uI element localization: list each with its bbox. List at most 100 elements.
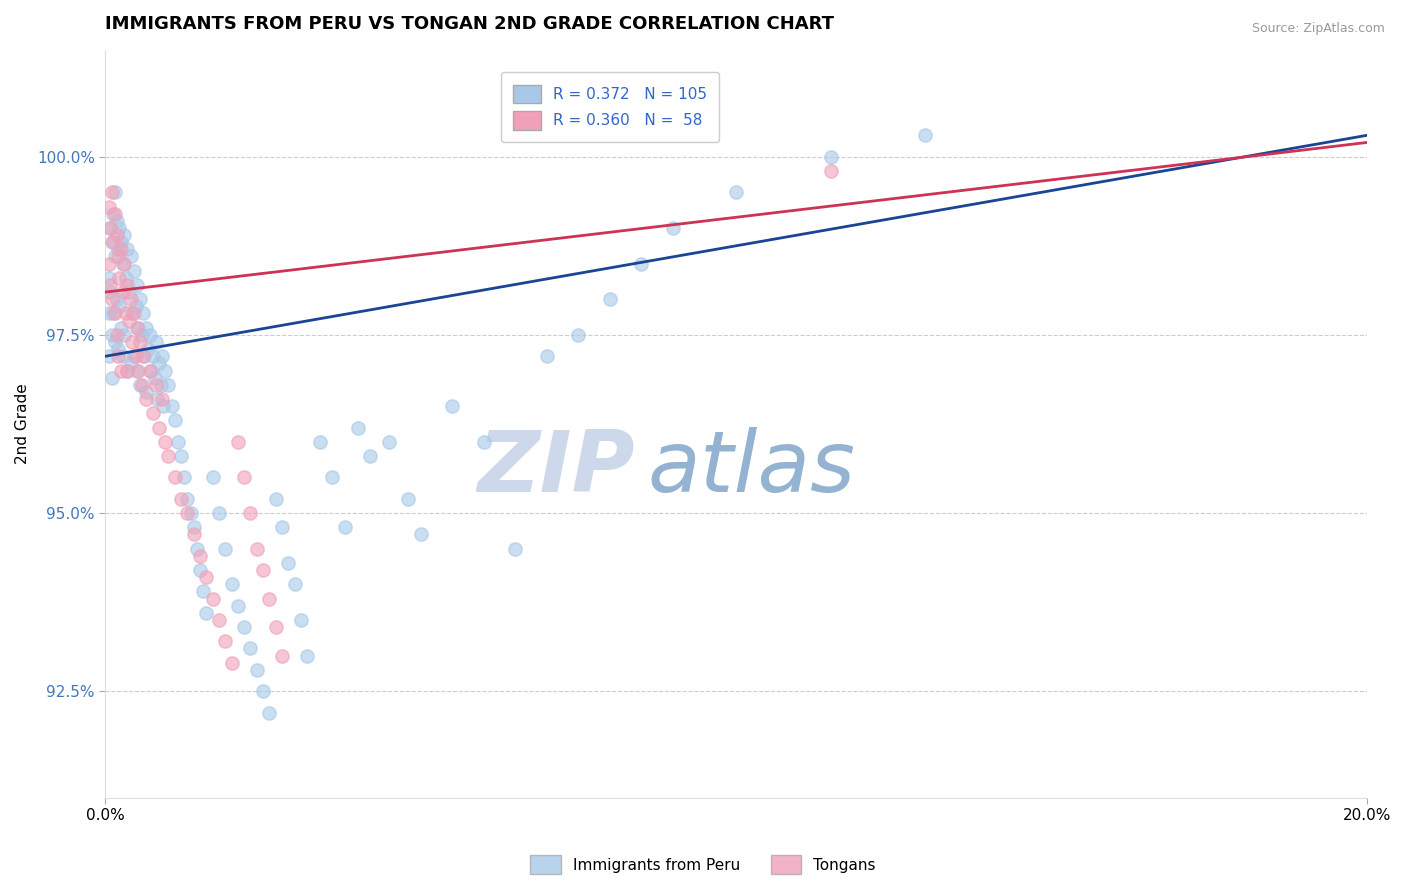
Point: [100, 277, 122, 292]
Point: [100, 221, 122, 235]
Point: [111, 349, 134, 363]
Point: [396, 491, 419, 506]
Point: [214, 634, 236, 648]
Point: [176, 491, 198, 506]
Point: [239, 506, 262, 520]
Y-axis label: 2nd Grade: 2nd Grade: [15, 384, 30, 465]
Point: [145, 377, 167, 392]
Point: [173, 470, 195, 484]
Point: [129, 334, 152, 349]
Point: [105, 214, 128, 228]
Point: [233, 470, 256, 484]
Point: [820, 164, 842, 178]
Point: [122, 349, 145, 363]
Point: [914, 128, 936, 143]
Point: [346, 420, 368, 434]
Point: [163, 470, 186, 484]
Point: [108, 271, 131, 285]
Point: [221, 656, 243, 670]
Point: [104, 306, 127, 320]
Point: [214, 541, 236, 556]
Point: [142, 406, 165, 420]
Point: [567, 327, 589, 342]
Point: [146, 392, 169, 406]
Point: [188, 549, 211, 563]
Point: [107, 243, 129, 257]
Point: [107, 342, 129, 356]
Point: [163, 413, 186, 427]
Point: [321, 470, 343, 484]
Legend: Immigrants from Peru, Tongans: Immigrants from Peru, Tongans: [524, 849, 882, 880]
Point: [208, 506, 231, 520]
Point: [378, 434, 401, 449]
Point: [191, 584, 214, 599]
Point: [112, 327, 135, 342]
Point: [97, 271, 120, 285]
Point: [100, 186, 122, 200]
Point: [152, 399, 174, 413]
Point: [120, 292, 142, 306]
Point: [100, 285, 122, 299]
Legend: R = 0.372   N = 105, R = 0.360   N =  58: R = 0.372 N = 105, R = 0.360 N = 58: [501, 72, 718, 142]
Point: [150, 349, 173, 363]
Point: [201, 591, 224, 606]
Point: [114, 306, 136, 320]
Point: [246, 541, 269, 556]
Point: [104, 250, 127, 264]
Point: [111, 257, 134, 271]
Point: [472, 434, 495, 449]
Point: [290, 613, 312, 627]
Point: [239, 641, 262, 656]
Point: [100, 221, 122, 235]
Point: [117, 363, 139, 377]
Point: [599, 292, 621, 306]
Point: [183, 520, 205, 534]
Point: [101, 207, 124, 221]
Point: [110, 243, 132, 257]
Point: [295, 648, 318, 663]
Point: [183, 527, 205, 541]
Point: [129, 292, 152, 306]
Point: [271, 648, 294, 663]
Point: [132, 349, 155, 363]
Point: [170, 491, 193, 506]
Point: [132, 306, 155, 320]
Point: [104, 334, 127, 349]
Point: [131, 327, 153, 342]
Point: [179, 506, 201, 520]
Point: [208, 613, 231, 627]
Point: [333, 520, 356, 534]
Text: atlas: atlas: [648, 427, 856, 510]
Point: [136, 342, 159, 356]
Point: [148, 420, 170, 434]
Point: [117, 277, 139, 292]
Point: [97, 200, 120, 214]
Point: [100, 370, 122, 384]
Point: [630, 257, 652, 271]
Point: [201, 470, 224, 484]
Point: [124, 349, 146, 363]
Point: [308, 434, 330, 449]
Point: [233, 620, 256, 634]
Point: [97, 306, 120, 320]
Point: [139, 363, 162, 377]
Point: [125, 363, 148, 377]
Point: [110, 363, 132, 377]
Point: [820, 150, 842, 164]
Point: [195, 570, 218, 584]
Point: [259, 706, 281, 720]
Point: [160, 399, 183, 413]
Point: [226, 599, 249, 613]
Point: [148, 356, 170, 370]
Point: [107, 250, 129, 264]
Point: [662, 221, 685, 235]
Point: [138, 327, 160, 342]
Point: [105, 292, 128, 306]
Point: [118, 285, 141, 299]
Point: [100, 327, 122, 342]
Point: [122, 264, 145, 278]
Point: [226, 434, 249, 449]
Point: [111, 285, 134, 299]
Point: [188, 563, 211, 577]
Point: [110, 320, 132, 334]
